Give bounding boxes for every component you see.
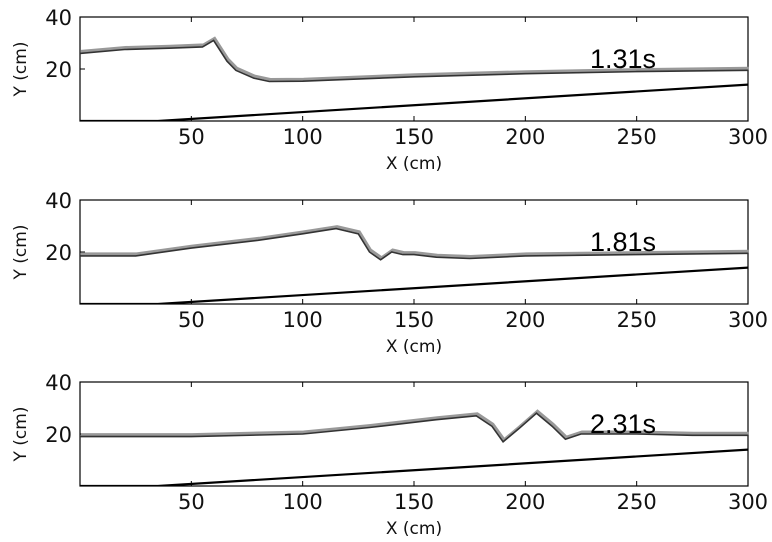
y-tick-label: 20: [45, 58, 72, 82]
x-tick-label: 50: [178, 490, 205, 514]
x-tick-label: 250: [617, 125, 657, 149]
time-label: 2.31s: [590, 409, 656, 439]
x-tick-label: 200: [505, 308, 545, 332]
panel-3: 50 100 150 200 250 300 40 20 X (cm) Y (cm) 2.31s: [11, 371, 768, 539]
x-tick-label: 150: [394, 490, 434, 514]
x-tick-label: 300: [728, 125, 768, 149]
time-label: 1.31s: [590, 44, 656, 74]
y-tick-label: 40: [45, 6, 72, 30]
free-surface-line: [80, 39, 748, 83]
free-surface-contour: [81, 36, 749, 82]
x-tick-label: 250: [617, 490, 657, 514]
y-axis-label: Y (cm): [11, 42, 31, 98]
y-tick-label: 40: [45, 371, 72, 395]
free-surface-contour: [81, 225, 749, 260]
panel-2: 50 100 150 200 250 300 40 20 X (cm) Y (cm) 1.81s: [11, 189, 768, 357]
x-tick-label: 100: [283, 490, 323, 514]
x-tick-label: 100: [283, 125, 323, 149]
x-axis-label: X (cm): [386, 519, 442, 539]
y-axis-label: Y (cm): [11, 225, 31, 281]
x-tick-label: 150: [394, 125, 434, 149]
bottom-slope-line: [80, 83, 748, 121]
x-axis-label: X (cm): [386, 337, 442, 357]
x-axis-label: X (cm): [386, 154, 442, 174]
panel-1: 50 100 150 200 250 300 40 20 X (cm) Y (cm) 1.31s: [11, 6, 768, 174]
x-tick-label: 150: [394, 308, 434, 332]
free-surface-contour: [81, 409, 749, 442]
x-tick-label: 50: [178, 125, 205, 149]
x-tick-label: 200: [505, 490, 545, 514]
x-tick-label: 200: [505, 125, 545, 149]
y-tick-label: 20: [45, 423, 72, 447]
bottom-slope-line: [80, 448, 748, 486]
x-tick-label: 300: [728, 490, 768, 514]
y-axis-label: Y (cm): [11, 407, 31, 463]
x-tick-label: 50: [178, 308, 205, 332]
x-tick-label: 250: [617, 308, 657, 332]
time-label: 1.81s: [590, 227, 656, 257]
free-surface-line: [80, 412, 748, 443]
free-surface-line: [80, 227, 748, 261]
y-tick-label: 40: [45, 189, 72, 213]
y-tick-label: 20: [45, 241, 72, 265]
x-tick-label: 100: [283, 308, 323, 332]
x-tick-label: 300: [728, 308, 768, 332]
bottom-slope-line: [80, 266, 748, 304]
